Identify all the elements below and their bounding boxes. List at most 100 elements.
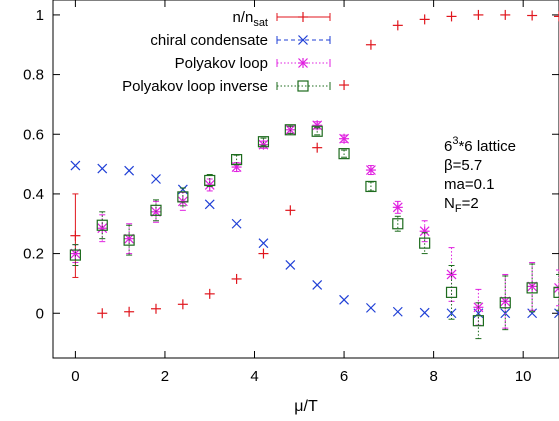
data-point [150,303,161,314]
data-point [553,286,559,298]
data-point [365,180,377,193]
data-point [392,20,403,31]
x-tick-label: 4 [250,368,258,385]
legend-entry-polyinv: Polyakov loop inverse [122,78,331,95]
data-point [97,223,108,234]
data-point [339,133,350,144]
data-point [284,124,296,136]
data-point [298,58,308,68]
axis-ticks: 0 2 4 6 8 10 0 0.2 0.4 0.6 0.8 1 [23,0,559,385]
legend-sample-nsat [276,12,331,22]
data-point [97,308,108,319]
data-point [204,288,215,299]
annot-lattice: 63*6 lattice [444,135,516,155]
data-point [312,142,323,153]
data-point [150,204,162,216]
legend-label-chiral: chiral condensate [150,32,268,49]
data-point [231,273,242,284]
data-point [419,14,430,25]
data-point [124,165,135,176]
data-point [338,148,350,160]
data-point [446,269,457,280]
data-point [392,218,404,230]
data-point [123,234,135,246]
y-tick-label: 0.2 [23,246,44,263]
data-point [445,286,458,298]
data-point [499,297,511,309]
legend: n/nsat chiral condensate Polyakov loop P… [122,9,331,95]
data-point [446,11,457,22]
x-tick-label: 10 [515,368,532,385]
legend-entry-nsat: n/nsat [232,9,331,29]
y-tick-label: 0.4 [23,186,44,203]
data-point [392,306,403,317]
y-tick-label: 0 [36,305,44,322]
x-tick-label: 6 [340,368,348,385]
data-point [258,238,269,249]
data-point [257,136,270,148]
legend-entry-poly: Polyakov loop [175,55,331,72]
data-point [69,249,81,261]
data-point [97,163,108,174]
series-layer [69,9,559,340]
data-point [339,80,350,91]
data-point [312,279,323,290]
data-point [312,120,323,131]
data-point [258,139,269,150]
y-tick-label: 1 [36,7,44,24]
x-tick-label: 0 [71,368,79,385]
data-point [285,259,296,270]
data-point [124,306,135,317]
lattice-annotation: 63*6 lattice β=5.7 ma=0.1 NF=2 [444,135,516,215]
data-point [527,10,538,21]
data-point [297,80,309,92]
data-point [285,205,296,216]
data-point [419,226,430,237]
data-point [177,299,188,310]
data-point [70,230,81,241]
data-point [96,219,108,231]
data-point [365,165,376,176]
data-point [258,248,269,259]
data-point [419,237,431,249]
annot-nf: NF=2 [444,195,479,215]
data-point [446,308,457,319]
legend-label-nsat: n/nsat [232,9,268,29]
data-point [151,174,161,184]
legend-label-polyinv: Polyakov loop inverse [122,78,268,95]
data-point [70,160,81,171]
legend-sample-polyinv [276,80,331,92]
data-point [554,11,559,22]
data-point [177,191,189,203]
legend-sample-poly [276,58,331,68]
y-tick-label: 0.6 [23,126,44,143]
x-axis-title: μ/T [294,398,318,415]
data-point [472,315,484,327]
data-point [204,174,216,187]
data-point [419,307,430,318]
data-point [526,282,538,294]
data-point [231,218,242,229]
x-tick-label: 2 [161,368,169,385]
x-tick-label: 8 [429,368,437,385]
series-nsat [70,9,559,319]
y-tick-label: 0.8 [23,67,44,84]
data-point [339,294,349,305]
data-point [366,302,376,313]
data-point [500,9,511,20]
plot-frame [52,0,559,359]
annot-beta: β=5.7 [444,157,482,174]
data-point [204,199,215,210]
data-point [298,12,308,22]
series-polyinv [69,124,559,340]
data-point [298,35,308,45]
annot-ma: ma=0.1 [444,176,494,193]
legend-label-poly: Polyakov loop [175,55,268,72]
data-point [365,39,376,50]
data-point [230,154,243,166]
data-point [392,202,403,213]
legend-entry-chiral: chiral condensate [150,32,331,49]
legend-sample-chiral [276,35,331,45]
data-point [473,9,484,20]
